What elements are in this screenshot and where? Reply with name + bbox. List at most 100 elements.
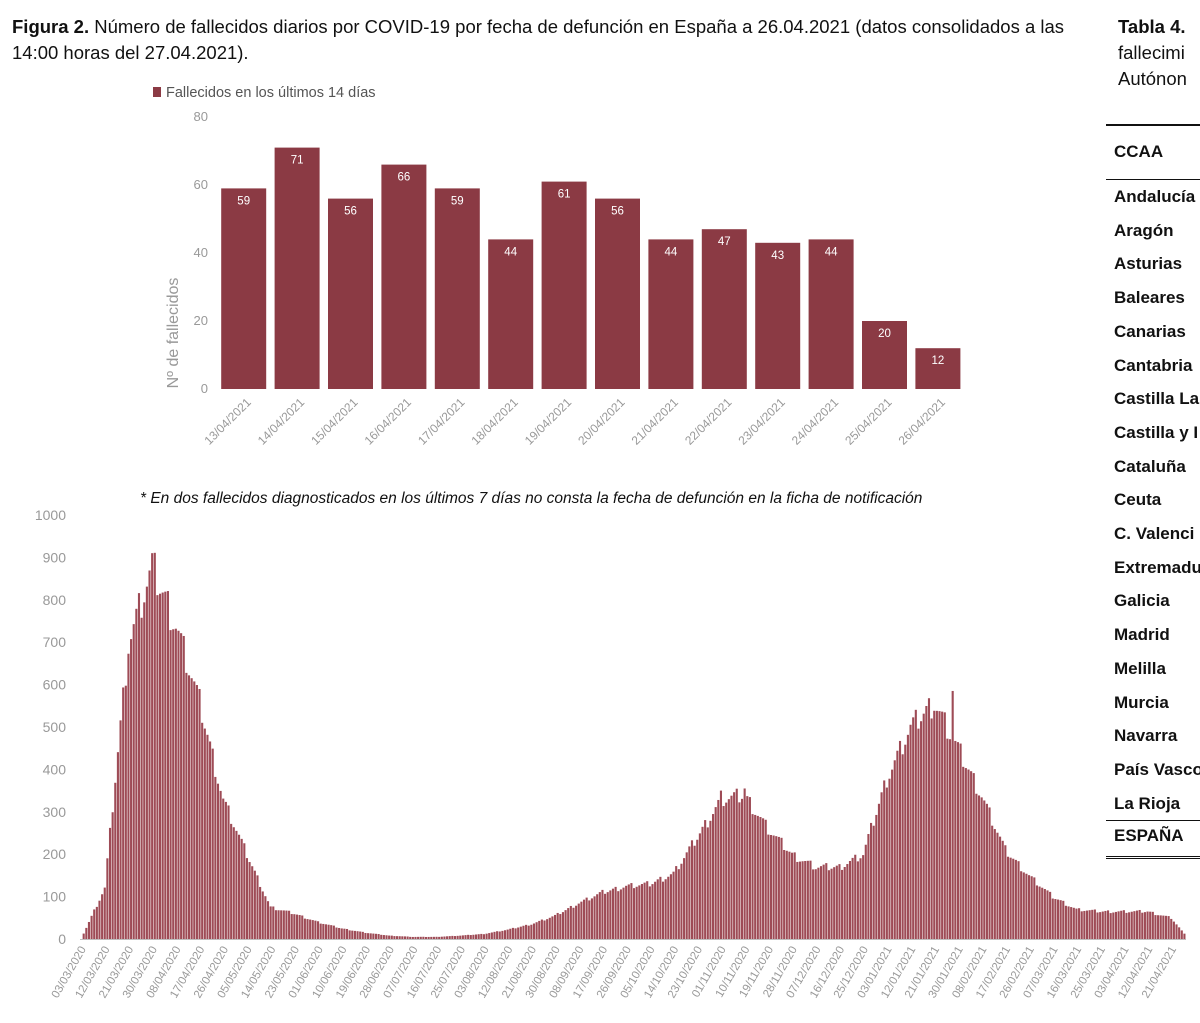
bar-value-label: 43 (771, 250, 784, 262)
table-row: C. Valenci (1114, 524, 1195, 543)
bar (891, 769, 894, 939)
bar (1157, 915, 1160, 939)
bar (153, 552, 156, 939)
table-row: País Vasco (1114, 759, 1200, 779)
bar (798, 861, 802, 939)
bar (1020, 871, 1023, 939)
bar (503, 930, 507, 939)
bar (1006, 856, 1010, 939)
bar (659, 876, 662, 939)
bar (1104, 910, 1107, 939)
bar (282, 910, 285, 939)
bar (1141, 912, 1144, 939)
bar (493, 931, 496, 939)
bar (248, 862, 251, 939)
bar (485, 933, 488, 939)
bar (209, 741, 212, 939)
bar (769, 834, 773, 939)
bar (422, 936, 425, 939)
bar (643, 882, 646, 939)
bar (804, 860, 807, 939)
bar (727, 799, 730, 939)
x-tick-label: 17/04/2021 (415, 395, 468, 448)
bar (788, 851, 791, 939)
bar (755, 242, 801, 389)
bar (677, 869, 680, 939)
bar (409, 936, 412, 939)
x-tick-label: 16/04/2021 (362, 395, 415, 448)
bar (417, 936, 420, 939)
bar (403, 936, 407, 939)
bar (793, 852, 796, 939)
bar (701, 826, 704, 939)
bar (864, 844, 867, 939)
y-tick-label: 200 (43, 846, 67, 862)
bar (862, 855, 865, 939)
bar (706, 827, 709, 939)
table-row: Aragón (1114, 220, 1174, 240)
bar (264, 896, 267, 939)
bar (772, 835, 775, 939)
bar (1022, 872, 1025, 939)
bar (1180, 930, 1183, 939)
bar (266, 901, 270, 939)
bar (654, 881, 657, 939)
bar (883, 780, 886, 939)
bar (1001, 840, 1004, 939)
bar (1059, 900, 1062, 939)
bar (222, 798, 225, 939)
bar (301, 915, 304, 939)
bar (920, 721, 923, 939)
x-tick-label: 22/04/2021 (682, 395, 735, 448)
bar (633, 888, 636, 939)
bar (116, 752, 119, 939)
bar (740, 798, 744, 939)
bar (1149, 911, 1152, 939)
bar (922, 713, 925, 939)
bar (575, 905, 578, 939)
bar (951, 690, 954, 939)
bar (598, 892, 601, 939)
bar (388, 935, 391, 939)
bar (335, 927, 338, 939)
bar (1172, 921, 1175, 939)
bar (261, 891, 264, 939)
x-tick-label: 23/04/2021 (735, 395, 788, 448)
bar (411, 936, 414, 939)
bar (1054, 899, 1057, 939)
bar (322, 923, 325, 939)
bar (943, 712, 946, 939)
bar (430, 936, 433, 939)
bar-value-label: 59 (451, 195, 464, 207)
bar (746, 796, 749, 939)
bar (488, 239, 534, 389)
legend-label: Fallecidos en los últimos 14 días (166, 85, 376, 101)
bar (688, 846, 691, 939)
bar-value-label: 59 (237, 195, 250, 207)
y-tick-label: 300 (43, 804, 67, 820)
bar (748, 797, 751, 939)
bar (1114, 911, 1118, 939)
bar (970, 771, 973, 939)
bar (317, 921, 320, 939)
bar (862, 321, 907, 389)
bar (148, 570, 151, 939)
bar (377, 934, 380, 939)
bar (1067, 906, 1070, 939)
bar (1012, 858, 1015, 939)
bar (1133, 911, 1136, 939)
bar (187, 675, 191, 939)
bar (812, 869, 815, 939)
bar (1064, 905, 1067, 939)
y-tick-label: 80 (194, 109, 208, 124)
bar (535, 922, 538, 939)
bar (1093, 909, 1096, 939)
bar (343, 928, 346, 939)
bar (656, 879, 659, 939)
bar (1135, 910, 1139, 939)
bar (848, 860, 852, 939)
table-header-rule (1106, 179, 1200, 180)
bar (1122, 910, 1125, 939)
bar (877, 803, 881, 939)
bar (298, 915, 301, 939)
